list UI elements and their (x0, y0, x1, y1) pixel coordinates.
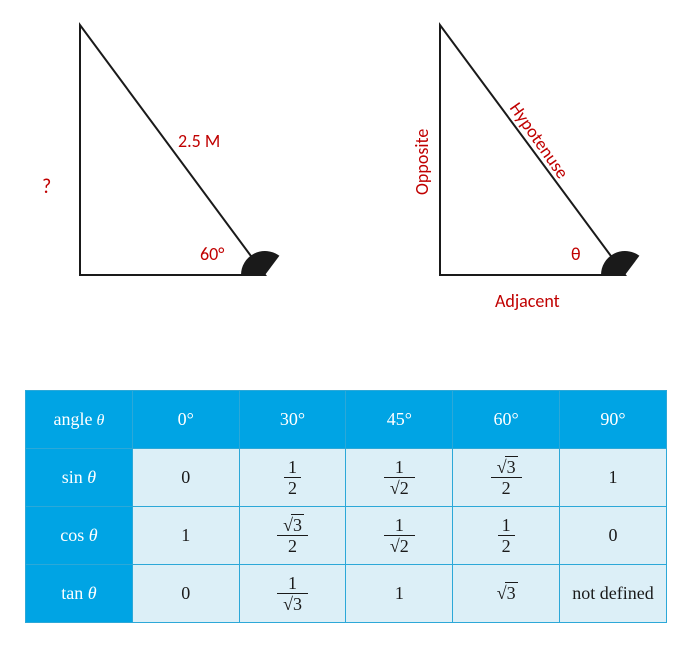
table-header-row: angle θ 0° 30° 45° 60° 90° (26, 391, 667, 449)
table-row-tan: tan θ 0 13 1 3 not defined (26, 565, 667, 623)
cell: 1 (560, 449, 667, 507)
row-label-cos: cos θ (26, 507, 133, 565)
cell: 0 (560, 507, 667, 565)
cell: 12 (239, 449, 346, 507)
cell: 12 (453, 507, 560, 565)
cell: 1 (346, 565, 453, 623)
cell: 13 (239, 565, 346, 623)
trig-table-wrap: angle θ 0° 30° 45° 60° 90° sin θ 0 12 12… (25, 390, 667, 623)
cell: 3 (453, 565, 560, 623)
triangle-right (0, 0, 693, 365)
cell: 0 (132, 449, 239, 507)
cell: 32 (453, 449, 560, 507)
cell: 12 (346, 507, 453, 565)
cell: 12 (346, 449, 453, 507)
cell: not defined (560, 565, 667, 623)
row-label-angle: angle θ (26, 391, 133, 449)
triangle-diagrams: 2.5 M ? 60° Hypotenuse Opposite Adjacent… (0, 0, 693, 365)
row-label-sin: sin θ (26, 449, 133, 507)
trig-table: angle θ 0° 30° 45° 60° 90° sin θ 0 12 12… (25, 390, 667, 623)
right-angle-label: θ (571, 243, 581, 265)
cell: 1 (132, 507, 239, 565)
right-opposite-label: Opposite (411, 129, 433, 195)
cell: 32 (239, 507, 346, 565)
col-header: 30° (239, 391, 346, 449)
col-header: 45° (346, 391, 453, 449)
table-row-cos: cos θ 1 32 12 12 0 (26, 507, 667, 565)
col-header: 0° (132, 391, 239, 449)
cell: 0 (132, 565, 239, 623)
col-header: 60° (453, 391, 560, 449)
table-row-sin: sin θ 0 12 12 32 1 (26, 449, 667, 507)
right-adjacent-label: Adjacent (495, 290, 560, 312)
col-header: 90° (560, 391, 667, 449)
row-label-tan: tan θ (26, 565, 133, 623)
